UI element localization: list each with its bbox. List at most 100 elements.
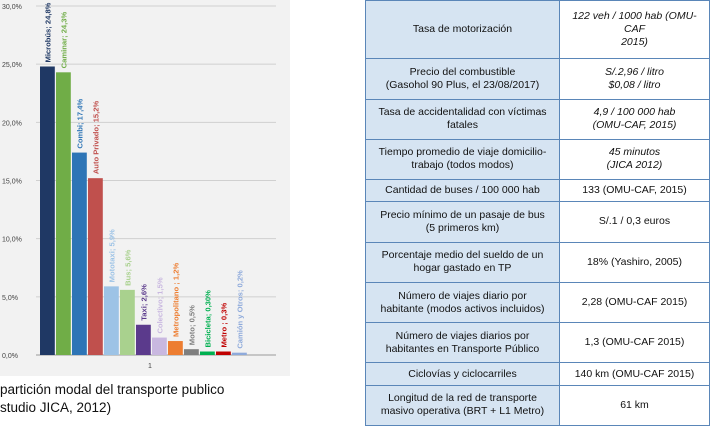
indicator-label-line: hogar gastado en TP [413, 262, 512, 275]
table-row: Precio del combustible (Gasohol 90 Plus, … [365, 58, 710, 100]
bar-caminar [56, 72, 71, 355]
indicator-label-line: habitantes en Transporte Público [385, 342, 540, 355]
indicator-label-line: Tasa de accidentalidad con víctimas [378, 106, 547, 119]
indicator-value-line: (JICA 2012) [606, 159, 663, 172]
indicator-value-line: 61 km [620, 398, 649, 411]
indicator-value: 133 (OMU-CAF, 2015) [559, 179, 710, 203]
indicator-value-line: $0,08 / litro [608, 78, 661, 91]
bar-metropolitano [168, 341, 183, 355]
y-tick-label: 25,0% [2, 62, 22, 69]
indicator-label-line: (5 primeros km) [425, 221, 500, 234]
indicator-label-line: Precio del combustible [409, 65, 516, 78]
bar-cami-n-y-otros [232, 352, 247, 355]
indicator-value: 18% (Yashiro, 2005) [559, 241, 710, 283]
indicator-label-line: Ciclovías y ciclocarriles [408, 367, 517, 380]
indicator-label-line: Porcentaje medio del sueldo de un [381, 249, 544, 262]
indicator-value-line: 4,9 / 100 000 hab [593, 106, 676, 119]
table-row: Ciclovías y ciclocarriles 140 km (OMU-CAF… [365, 362, 710, 386]
x-tick-label: 1 [148, 363, 152, 370]
indicator-label: Tasa de motorización [365, 0, 560, 60]
indicator-value: 2,28 (OMU-CAF 2015) [559, 281, 710, 324]
data-label: Metro ; 0,3% [219, 303, 228, 348]
table-row: Precio mínimo de un pasaje de bus (5 prim… [365, 201, 710, 243]
indicator-value-line: 2015) [621, 36, 648, 49]
data-label: Bicicleta; 0,30% [203, 290, 212, 348]
data-label: Mototaxi; 5,9% [107, 229, 116, 282]
indicator-label: Cantidad de buses / 100 000 hab [365, 179, 560, 203]
indicator-value-line: 1,3 (OMU-CAF 2015) [584, 336, 685, 349]
indicator-value-line: S/.2,96 / litro [605, 65, 664, 78]
indicator-label-line: Tasa de motorización [412, 23, 513, 36]
bar-auto-privado [88, 178, 103, 355]
chart-svg: 0,0% 5,0% 10,0% 15,0% 20,0% 25,0% 30,0% Microbú… [0, 0, 290, 376]
indicator-label-line: Número de viajes diario por [398, 289, 527, 302]
bar-taxi [136, 324, 151, 355]
modal-split-chart: 0,0% 5,0% 10,0% 15,0% 20,0% 25,0% 30,0% Microbú… [0, 0, 300, 376]
caption-line-1: partición modal del transporte publico [0, 382, 225, 397]
y-tick-label: 30,0% [2, 4, 22, 11]
table-row: Tiempo promedio de viaje domicilio-traba… [365, 138, 710, 181]
caption-line-2: studio JICA, 2012) [0, 400, 112, 415]
indicator-value-line: (OMU-CAF, 2015) [592, 119, 677, 132]
data-label: Caminar; 24,3% [59, 12, 68, 69]
indicator-label: Ciclovías y ciclocarriles [365, 362, 560, 386]
indicator-label: Precio mínimo de un pasaje de bus (5 prim… [365, 201, 560, 243]
indicator-label-line: Precio mínimo de un pasaje de bus [380, 208, 545, 221]
table-row: Longitud de la red de transporte masivo o… [365, 384, 710, 427]
table-row: Cantidad de buses / 100 000 hab 133 (OMU-… [365, 179, 710, 203]
indicator-label: Porcentaje medio del sueldo de un hogar g… [365, 241, 560, 283]
data-label: Taxi; 2,6% [139, 284, 148, 321]
bar-mototaxi [104, 286, 119, 355]
data-label: Microbús; 24,8% [43, 2, 52, 62]
indicator-value: 45 minutos (JICA 2012) [559, 138, 710, 181]
y-tick-label: 0,0% [2, 353, 18, 360]
chart-caption: partición modal del transporte publico s… [0, 381, 300, 417]
indicator-value-line: 2,28 (OMU-CAF 2015) [581, 296, 688, 308]
bar-combi [72, 152, 87, 355]
indicator-label-line: masivo operativa (BRT + L1 Metro) [380, 405, 545, 418]
indicator-label: Tiempo promedio de viaje domicilio-traba… [365, 138, 560, 181]
indicator-label-line: habitante (modos activos incluidos) [380, 302, 545, 315]
data-label: Combi; 17,4% [75, 99, 84, 149]
indicator-label: Número de viajes diarios por habitantes e… [365, 322, 560, 364]
indicator-value: 140 km (OMU-CAF 2015) [559, 362, 710, 386]
y-tick-label: 5,0% [2, 295, 18, 302]
indicator-value: 4,9 / 100 000 hab (OMU-CAF, 2015) [559, 98, 710, 140]
indicator-label-line: Longitud de la red de transporte [388, 392, 537, 405]
table-row: Porcentaje medio del sueldo de un hogar g… [365, 241, 710, 283]
indicator-label: Precio del combustible (Gasohol 90 Plus, … [365, 58, 560, 100]
indicator-label-line: trabajo (todos modos) [411, 159, 514, 172]
table-row: Tasa de motorización 122 veh / 1000 hab (… [365, 0, 710, 60]
bar-colectivo [152, 337, 167, 355]
indicator-value: 1,3 (OMU-CAF 2015) [559, 322, 710, 364]
indicator-label-line: Tiempo promedio de viaje domicilio- [378, 146, 547, 159]
indicator-value-line: 140 km (OMU-CAF 2015) [574, 367, 695, 380]
indicator-value: 122 veh / 1000 hab (OMU-CAF 2015) [559, 0, 710, 60]
indicator-label: Número de viajes diario por habitante (mo… [365, 281, 560, 324]
data-label: Metropolitano ; 1,2% [171, 263, 180, 338]
indicator-value: S/.1 / 0,3 euros [559, 201, 710, 243]
indicator-value-line: 18% (Yashiro, 2005) [587, 255, 682, 268]
bar-bicicleta [200, 351, 215, 355]
indicator-label-line: Cantidad de buses / 100 000 hab [385, 184, 540, 197]
y-tick-label: 15,0% [2, 179, 22, 186]
y-tick-label: 20,0% [2, 120, 22, 127]
indicator-label-line: (Gasohol 90 Plus, el 23/08/2017) [385, 78, 540, 91]
bar-bus [120, 289, 135, 355]
indicator-value-line: 122 veh / 1000 hab (OMU-CAF [572, 10, 697, 36]
table-row: Número de viajes diarios por habitantes e… [365, 322, 710, 364]
indicator-value: 61 km [559, 384, 710, 427]
indicator-value-line: S/.1 / 0,3 euros [598, 215, 671, 228]
indicator-label-line: fatales [447, 119, 478, 132]
indicator-value: S/.2,96 / litro $0,08 / litro [559, 58, 710, 100]
data-label: Auto Privado; 15,2% [91, 101, 100, 175]
indicator-label: Longitud de la red de transporte masivo o… [365, 384, 560, 427]
table-row: Número de viajes diario por habitante (mo… [365, 281, 710, 324]
indicator-value-line: 133 (OMU-CAF, 2015) [582, 184, 687, 197]
mobility-indicators-table: Tasa de motorización 122 veh / 1000 hab (… [365, 0, 710, 427]
table-row: Tasa de accidentalidad con víctimas fatal… [365, 98, 710, 140]
data-label: Colectivo; 1,5% [155, 277, 164, 333]
data-label: Camión y Otros; 0,2% [235, 270, 244, 349]
y-tick-label: 10,0% [2, 237, 22, 244]
indicator-value-line: 45 minutos [608, 146, 661, 159]
